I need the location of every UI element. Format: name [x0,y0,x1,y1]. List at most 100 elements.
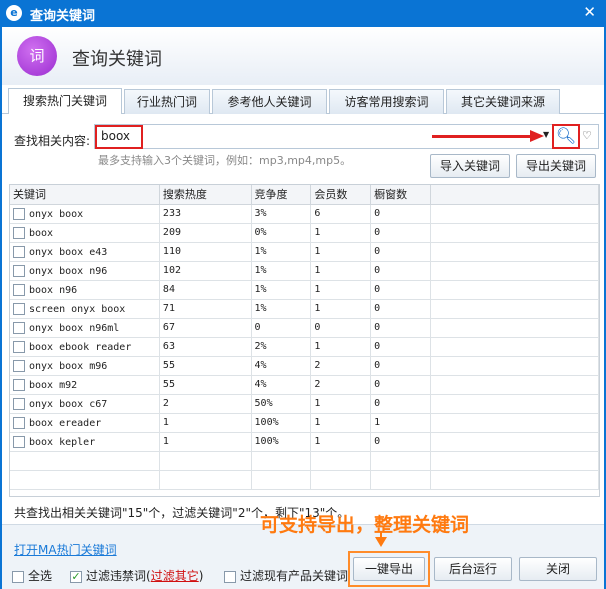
keyword-table: 关键词 搜索热度 竞争度 会员数 橱窗数 onyx boox 233 3% 6 0 boox 209… [9,184,600,497]
row-checkbox[interactable] [13,397,25,410]
keyword-text: onyx boox c67 [29,398,108,410]
column-header[interactable]: 竞争度 [251,185,312,205]
row-checkbox[interactable] [13,226,25,239]
table-cell: 0 [370,242,431,262]
dropdown-icon[interactable]: ▼ [543,130,550,139]
open-ma-link[interactable]: 打开MA热门关键词 [14,543,117,557]
row-checkbox[interactable] [13,359,25,372]
row-checkbox[interactable] [13,207,25,220]
filter-banned-checkbox[interactable]: ✓ 过滤违禁词(过滤其它) [70,567,203,584]
empty-cell [430,223,599,243]
select-all-checkbox[interactable]: 全选 [12,567,52,584]
keyword-text: boox ereader [29,417,102,429]
table-cell: 1 [310,223,372,243]
search-value[interactable]: boox [95,125,143,149]
tab-hot-keywords[interactable]: 搜索热门关键词 [8,88,122,114]
row-checkbox[interactable] [13,264,25,277]
empty-cell [159,470,252,490]
row-checkbox[interactable] [13,416,25,429]
table-row[interactable]: boox kepler 1 100% 1 0 [10,432,599,452]
table-cell: 6 [310,204,372,224]
table-cell: 2 [159,394,252,414]
favorite-icon[interactable]: ♡ [582,129,592,142]
table-cell: 1 [159,432,252,452]
table-row[interactable]: boox m92 55 4% 2 0 [10,375,599,395]
filter-existing-checkbox[interactable]: 过滤现有产品关键词 [224,567,348,584]
filter-other-link[interactable]: 过滤其它 [150,569,199,583]
table-row[interactable]: onyx boox n96ml 67 0 0 0 [10,318,599,338]
row-checkbox[interactable] [13,283,25,296]
title-bar: e 查询关键词 ✕ [0,0,606,27]
table-cell: 1 [310,280,372,300]
empty-cell [430,394,599,414]
one-click-export-button[interactable]: 一键导出 [353,557,425,581]
table-cell: 55 [159,356,252,376]
table-cell: 84 [159,280,252,300]
close-icon[interactable]: ✕ [583,3,596,21]
table-row[interactable] [10,470,599,490]
table-row[interactable]: screen onyx boox 71 1% 1 0 [10,299,599,319]
search-hint: 最多支持输入3个关键词，例如：mp3,mp4,mp5。 [98,154,352,167]
table-row[interactable]: onyx boox e43 110 1% 1 0 [10,242,599,262]
checkbox[interactable] [12,570,24,583]
tab-other-sources[interactable]: 其它关键词来源 [446,89,560,114]
tab-visitor[interactable]: 访客常用搜索词 [329,89,444,114]
dialog-header: 词 查询关键词 [2,27,604,85]
paren: ) [198,569,204,583]
column-header[interactable]: 会员数 [310,185,372,205]
row-checkbox[interactable] [13,245,25,258]
column-header[interactable]: 搜索热度 [159,185,252,205]
row-checkbox[interactable] [13,378,25,391]
search-button[interactable]: 🔍︎ [552,124,580,149]
row-checkbox[interactable] [13,302,25,315]
tab-bar: 搜索热门关键词 行业热门词 参考他人关键词 访客常用搜索词 其它关键词来源 [2,87,604,114]
table-cell: 3% [251,204,312,224]
empty-cell [430,375,599,395]
checkbox[interactable] [224,570,236,583]
table-cell: 4% [251,375,312,395]
table-cell: 0 [251,318,312,338]
empty-cell [430,299,599,319]
checkbox-checked[interactable]: ✓ [70,569,82,583]
table-cell: 0 [370,318,431,338]
table-row[interactable]: onyx boox n96 102 1% 1 0 [10,261,599,281]
table-cell: 50% [251,394,312,414]
table-row[interactable]: boox ebook reader 63 2% 1 0 [10,337,599,357]
empty-cell [430,318,599,338]
table-row[interactable]: boox 209 0% 1 0 [10,223,599,243]
keyword-text: onyx boox [29,208,84,220]
table-row[interactable]: boox ereader 1 100% 1 1 [10,413,599,433]
table-cell: 100% [251,432,312,452]
close-button[interactable]: 关闭 [519,557,597,581]
row-checkbox[interactable] [13,435,25,448]
keyword-cell: boox [10,223,160,243]
table-row[interactable]: onyx boox 233 3% 6 0 [10,204,599,224]
column-header[interactable]: 橱窗数 [370,185,431,205]
tab-reference[interactable]: 参考他人关键词 [212,89,327,114]
column-header[interactable]: 关键词 [10,185,160,205]
empty-cell [430,451,599,471]
row-checkbox[interactable] [13,340,25,353]
export-keywords-button[interactable]: 导出关键词 [516,154,596,178]
import-keywords-button[interactable]: 导入关键词 [430,154,510,178]
window-title: 查询关键词 [30,9,96,24]
table-row[interactable]: onyx boox c67 2 50% 1 0 [10,394,599,414]
table-row[interactable]: onyx boox m96 55 4% 2 0 [10,356,599,376]
empty-cell [430,432,599,452]
empty-cell [430,280,599,300]
tab-industry[interactable]: 行业热门词 [124,89,210,114]
search-label: 查找相关内容: [14,134,91,148]
table-row[interactable] [10,451,599,471]
keyword-cell: boox n96 [10,280,160,300]
table-cell: 1% [251,242,312,262]
table-cell: 1 [159,413,252,433]
run-background-button[interactable]: 后台运行 [434,557,512,581]
row-checkbox[interactable] [13,321,25,334]
table-cell: 110 [159,242,252,262]
table-cell: 2 [310,375,372,395]
dialog-body: 词 查询关键词 搜索热门关键词 行业热门词 参考他人关键词 访客常用搜索词 其它… [0,27,606,589]
table-cell: 209 [159,223,252,243]
table-cell: 67 [159,318,252,338]
table-row[interactable]: boox n96 84 1% 1 0 [10,280,599,300]
table-cell: 0 [370,375,431,395]
